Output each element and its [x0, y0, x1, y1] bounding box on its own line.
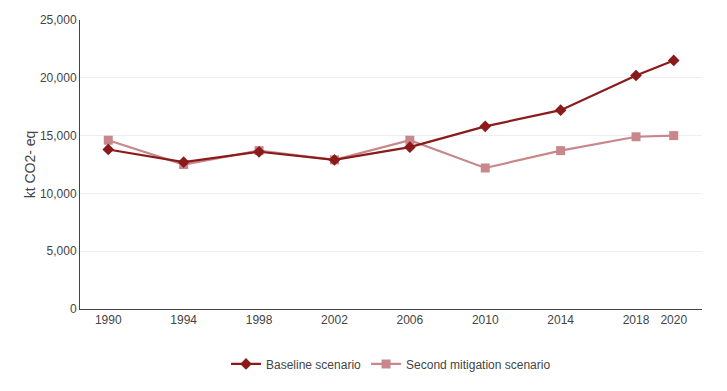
svg-text:Second mitigation scenario: Second mitigation scenario: [406, 358, 550, 372]
svg-text:Baseline scenario: Baseline scenario: [266, 358, 361, 372]
svg-text:0: 0: [70, 302, 77, 316]
svg-text:25,000: 25,000: [40, 13, 77, 27]
svg-text:20,000: 20,000: [40, 71, 77, 85]
svg-text:2002: 2002: [321, 313, 348, 327]
svg-text:2020: 2020: [660, 313, 687, 327]
svg-text:1998: 1998: [246, 313, 273, 327]
svg-text:15,000: 15,000: [40, 129, 77, 143]
svg-text:2018: 2018: [623, 313, 650, 327]
svg-text:2010: 2010: [472, 313, 499, 327]
svg-text:1990: 1990: [95, 313, 122, 327]
svg-text:5,000: 5,000: [47, 244, 77, 258]
svg-text:2006: 2006: [396, 313, 423, 327]
svg-text:10,000: 10,000: [40, 187, 77, 201]
svg-text:1994: 1994: [170, 313, 197, 327]
svg-text:kt CO2- eq: kt CO2- eq: [22, 131, 38, 199]
svg-text:2014: 2014: [547, 313, 574, 327]
